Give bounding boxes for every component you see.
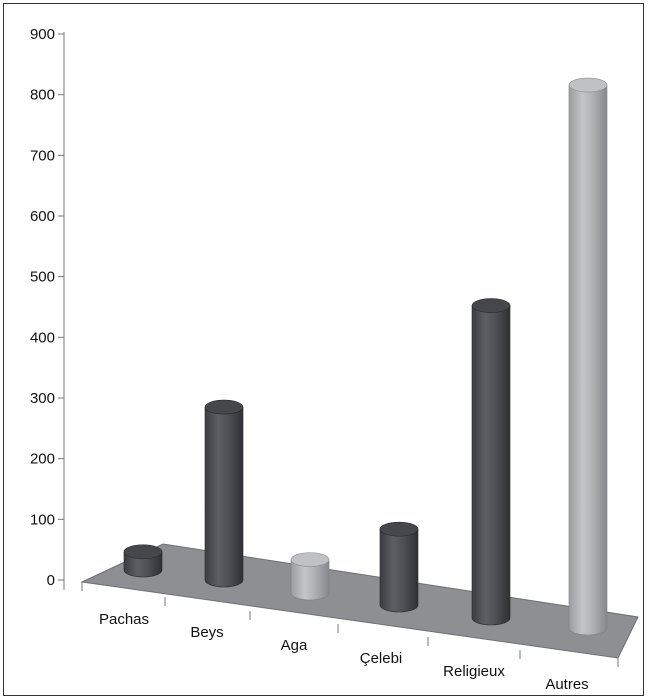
category-label: Aga — [281, 637, 308, 654]
y-tick-label: 200 — [30, 451, 55, 468]
y-tick-label: 900 — [30, 26, 55, 43]
y-axis: 0 100 200 300 400 500 600 700 800 900 — [30, 26, 65, 590]
y-tick-label: 100 — [30, 511, 55, 528]
y-tick-label: 800 — [30, 87, 55, 104]
bars — [123, 77, 608, 636]
y-tick-label: 600 — [30, 208, 55, 225]
bar-pachas — [123, 544, 163, 578]
y-tick-label: 500 — [30, 269, 55, 286]
category-label: Autres — [545, 676, 588, 693]
category-labels: Pachas Beys Aga Çelebi Religieux Autres — [99, 611, 589, 693]
bar-autres — [568, 77, 608, 636]
y-tick-label: 0 — [47, 572, 55, 589]
bar-beys — [204, 399, 244, 588]
y-tick-label: 400 — [30, 329, 55, 346]
bar-top — [379, 521, 419, 537]
bar-aga — [290, 552, 330, 601]
bar-top — [471, 298, 511, 313]
bar-body — [204, 406, 244, 588]
bar-celebi — [379, 521, 419, 613]
category-label: Religieux — [443, 663, 505, 680]
bar-body — [568, 84, 608, 636]
bar-body — [379, 528, 419, 613]
chart-floor — [80, 543, 639, 667]
y-tick-label: 700 — [30, 147, 55, 164]
y-tick-label: 300 — [30, 390, 55, 407]
bar-body — [290, 559, 330, 601]
category-label: Çelebi — [360, 650, 403, 667]
bar-top — [204, 399, 244, 415]
category-label: Pachas — [99, 611, 149, 628]
bar-religieux — [471, 298, 511, 626]
category-label: Beys — [190, 624, 223, 641]
bar-body — [471, 305, 511, 626]
bar-top — [123, 544, 163, 560]
bar-top — [290, 552, 330, 567]
bar-top — [568, 77, 608, 93]
